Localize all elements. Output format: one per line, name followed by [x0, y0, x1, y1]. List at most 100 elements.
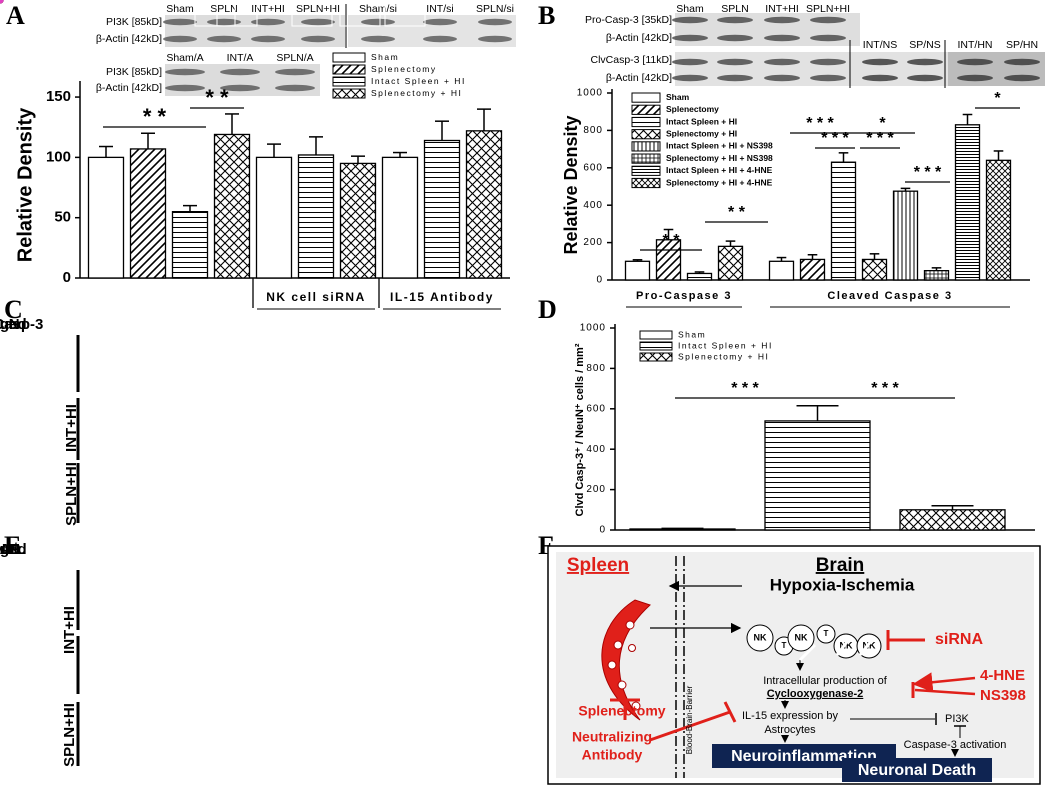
y-tick-label: 800 [586, 363, 606, 374]
blot-band [672, 16, 708, 24]
blot-lane-label: INT/si [426, 3, 453, 15]
inhibitor [649, 710, 731, 742]
legend-label: Intact Spleen + HI + NS398 [666, 141, 773, 151]
blot-band [764, 16, 800, 24]
bar [764, 420, 871, 531]
blot-band [275, 84, 315, 92]
blot-row-label: β-Actin [42kD] [606, 72, 672, 84]
tile-label: c [223, 0, 229, 6]
inset-frame [216, 0, 258, 27]
diagram-text: 4-HNE [980, 667, 1025, 684]
significance-label: * [879, 115, 886, 132]
y-tick-label: 400 [586, 444, 606, 455]
bar [985, 159, 1012, 281]
diagram-text: PI3K [945, 713, 970, 725]
diagram-text: Neuroinflammation [731, 748, 877, 765]
bar [381, 156, 419, 279]
blot-band [275, 68, 315, 76]
legend-label: Splenectomy + HI + NS398 [666, 153, 773, 163]
spleen-shape [601, 599, 651, 721]
pointer-arrow [858, 639, 874, 656]
bar [171, 211, 209, 279]
blot-image [948, 52, 1045, 86]
panel-label: D [538, 295, 557, 324]
blot-band [165, 84, 205, 92]
blot-band [478, 35, 512, 43]
blot-lane-label: SP/HN [1006, 39, 1038, 51]
column-header: Clvd Casp-3 [0, 316, 43, 333]
cell-label: T [782, 641, 787, 650]
y-tick-label: 50 [54, 209, 71, 226]
row-label: SPLN+HI [63, 462, 80, 526]
legend-swatch [639, 352, 673, 362]
y-tick-label: 800 [583, 125, 603, 136]
inset-frame [291, 0, 333, 27]
inset-frame [384, 0, 426, 27]
inset-frame [89, 0, 131, 27]
blot-band [907, 58, 943, 66]
significance-label: * * [728, 204, 746, 221]
tile-label: d [98, 0, 105, 6]
diagram-text: Intracellular production of [763, 675, 887, 687]
blot-band [764, 58, 800, 66]
legend-swatch [631, 153, 661, 164]
bar [799, 258, 826, 281]
blot-band [301, 35, 335, 43]
y-tick-label: 0 [599, 525, 606, 536]
column-header: NeuN [0, 316, 20, 333]
legend-swatch [332, 64, 366, 75]
y-tick-label: 1000 [577, 88, 603, 99]
diagram-text: IL-15 expression by [742, 710, 838, 722]
blot-band [423, 35, 457, 43]
tile-label: i [346, 0, 349, 6]
outcome-box [842, 758, 992, 782]
legend-swatch [332, 52, 366, 63]
tile-label: h [391, 0, 398, 6]
legend-label: Splenectomy + HI + 4-HNE [666, 177, 773, 187]
pointer-arrow [393, 414, 412, 441]
blot-band [163, 35, 197, 43]
blot-lane-label: SP/NS [909, 39, 941, 51]
bar [213, 133, 251, 279]
blot-band [862, 58, 898, 66]
blot-row-label: β-Actin [42kD] [96, 82, 162, 94]
blot-band [810, 16, 846, 24]
blot-band [301, 18, 335, 26]
pointer-arrow [423, 409, 442, 431]
legend-label: Splenectomy + HI [666, 128, 737, 138]
tile-label: j [200, 0, 204, 6]
blot-band [717, 74, 753, 82]
y-tick-label: 400 [583, 200, 603, 211]
tile-label: e [223, 0, 230, 6]
legend-label: Splenectomy [666, 104, 719, 114]
tile-label: a [96, 0, 103, 6]
diagram-text: Antibody [582, 747, 643, 763]
legend-label: Intact Spleen + HI [371, 76, 466, 86]
tile-label: i [96, 0, 99, 6]
diagram-text: Spleen [567, 555, 629, 576]
blot-band [672, 74, 708, 82]
tile-label: d [391, 0, 398, 6]
inset-label: SHAM [104, 0, 130, 4]
blot-band [251, 35, 285, 43]
blot-band [423, 18, 457, 26]
blot-row-label: PI3K [85kD] [106, 66, 162, 78]
legend-label: Splenectomy [371, 64, 437, 74]
tile-label: g [298, 0, 305, 6]
inset-frame [194, 0, 236, 27]
blot-band [907, 74, 943, 82]
arrow [912, 672, 976, 693]
blot-band [207, 18, 241, 26]
bar [255, 156, 293, 279]
blot-band [1004, 58, 1040, 66]
blot-lane-label: INT/HN [958, 39, 993, 51]
blot-band [478, 18, 512, 26]
pointer-arrow [798, 643, 817, 662]
y-tick-label: 200 [586, 484, 606, 495]
blot-band [957, 74, 993, 82]
significance-label: * * * [914, 164, 942, 181]
y-axis-label: Relative Density [561, 115, 581, 254]
bar [129, 148, 167, 279]
column-header: Merged [0, 316, 27, 333]
